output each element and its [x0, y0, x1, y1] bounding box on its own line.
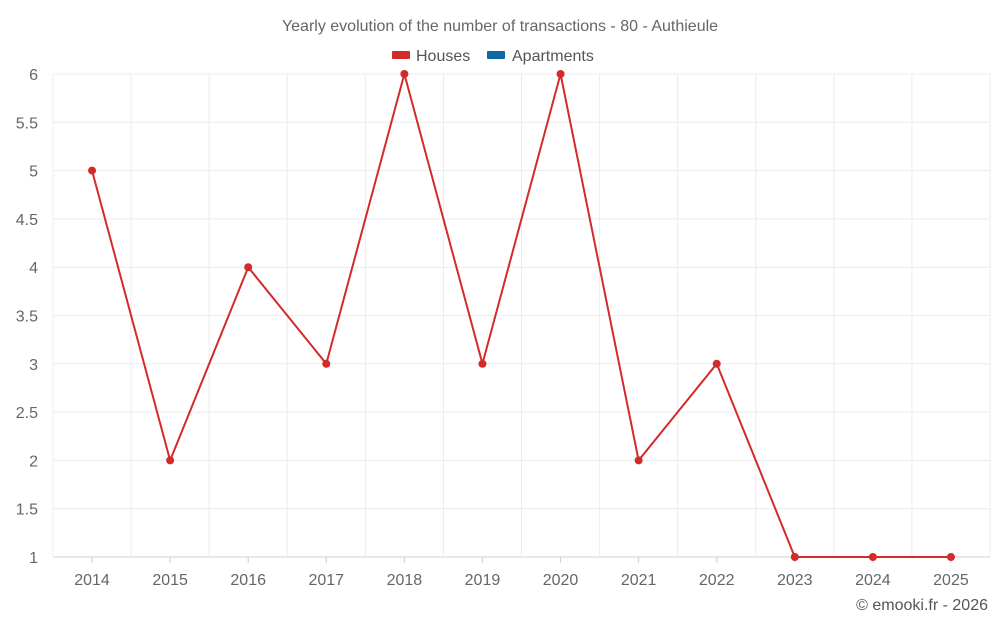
y-tick-label: 5.5: [16, 115, 38, 132]
y-tick-label: 1.5: [16, 502, 38, 519]
x-tick-label: 2020: [543, 572, 579, 589]
y-tick-label: 4: [29, 260, 38, 277]
x-tick-label: 2019: [465, 572, 501, 589]
data-point[interactable]: [790, 553, 799, 561]
y-tick-label: 3.5: [16, 309, 38, 326]
y-tick-label: 6: [29, 67, 38, 84]
gridlines: [52, 73, 991, 558]
data-point[interactable]: [634, 456, 643, 465]
legend-swatch-apartments: [487, 51, 505, 59]
data-point[interactable]: [946, 553, 955, 561]
y-tick-label: 2.5: [16, 405, 38, 422]
data-point[interactable]: [322, 359, 331, 368]
legend-swatch-houses: [392, 51, 410, 59]
x-tick-label: 2015: [152, 572, 188, 589]
x-tick-label: 2025: [933, 572, 969, 589]
x-axis-ticks: 2014 2015 2016 2017 2018 2019 2020 2021 2022 2023…: [74, 557, 969, 589]
chart-title: Yearly evolution of the number of transa…: [282, 18, 718, 35]
series-line: [91, 73, 951, 558]
x-tick-label: 2021: [621, 572, 657, 589]
x-tick-label: 2024: [855, 572, 891, 589]
data-point[interactable]: [244, 263, 253, 272]
series-houses: [88, 70, 955, 561]
y-tick-label: 4.5: [16, 212, 38, 229]
data-point[interactable]: [166, 456, 175, 465]
y-axis-ticks: 1 1.5 2 2.5 3 3.5 4 4.5 5 5.5 6: [16, 67, 38, 567]
x-tick-label: 2014: [74, 572, 110, 589]
x-tick-label: 2017: [308, 572, 344, 589]
data-point[interactable]: [478, 359, 487, 368]
data-point[interactable]: [88, 166, 97, 175]
data-point[interactable]: [868, 553, 877, 561]
legend: Houses Apartments: [392, 48, 594, 65]
x-tick-label: 2022: [699, 572, 735, 589]
data-point[interactable]: [400, 70, 409, 78]
x-tick-label: 2018: [387, 572, 423, 589]
data-point[interactable]: [556, 70, 565, 78]
legend-item-apartments[interactable]: Apartments: [487, 48, 594, 65]
x-tick-label: 2016: [230, 572, 266, 589]
legend-label-apartments: Apartments: [512, 48, 594, 65]
y-tick-label: 3: [29, 357, 38, 374]
y-tick-label: 2: [29, 453, 38, 470]
y-tick-label: 5: [29, 164, 38, 181]
x-tick-label: 2023: [777, 572, 813, 589]
data-point[interactable]: [712, 359, 721, 368]
legend-label-houses: Houses: [416, 48, 470, 65]
legend-item-houses[interactable]: Houses: [392, 48, 470, 65]
credit-text: © emooki.fr - 2026: [856, 597, 988, 614]
y-tick-label: 1: [29, 550, 38, 567]
